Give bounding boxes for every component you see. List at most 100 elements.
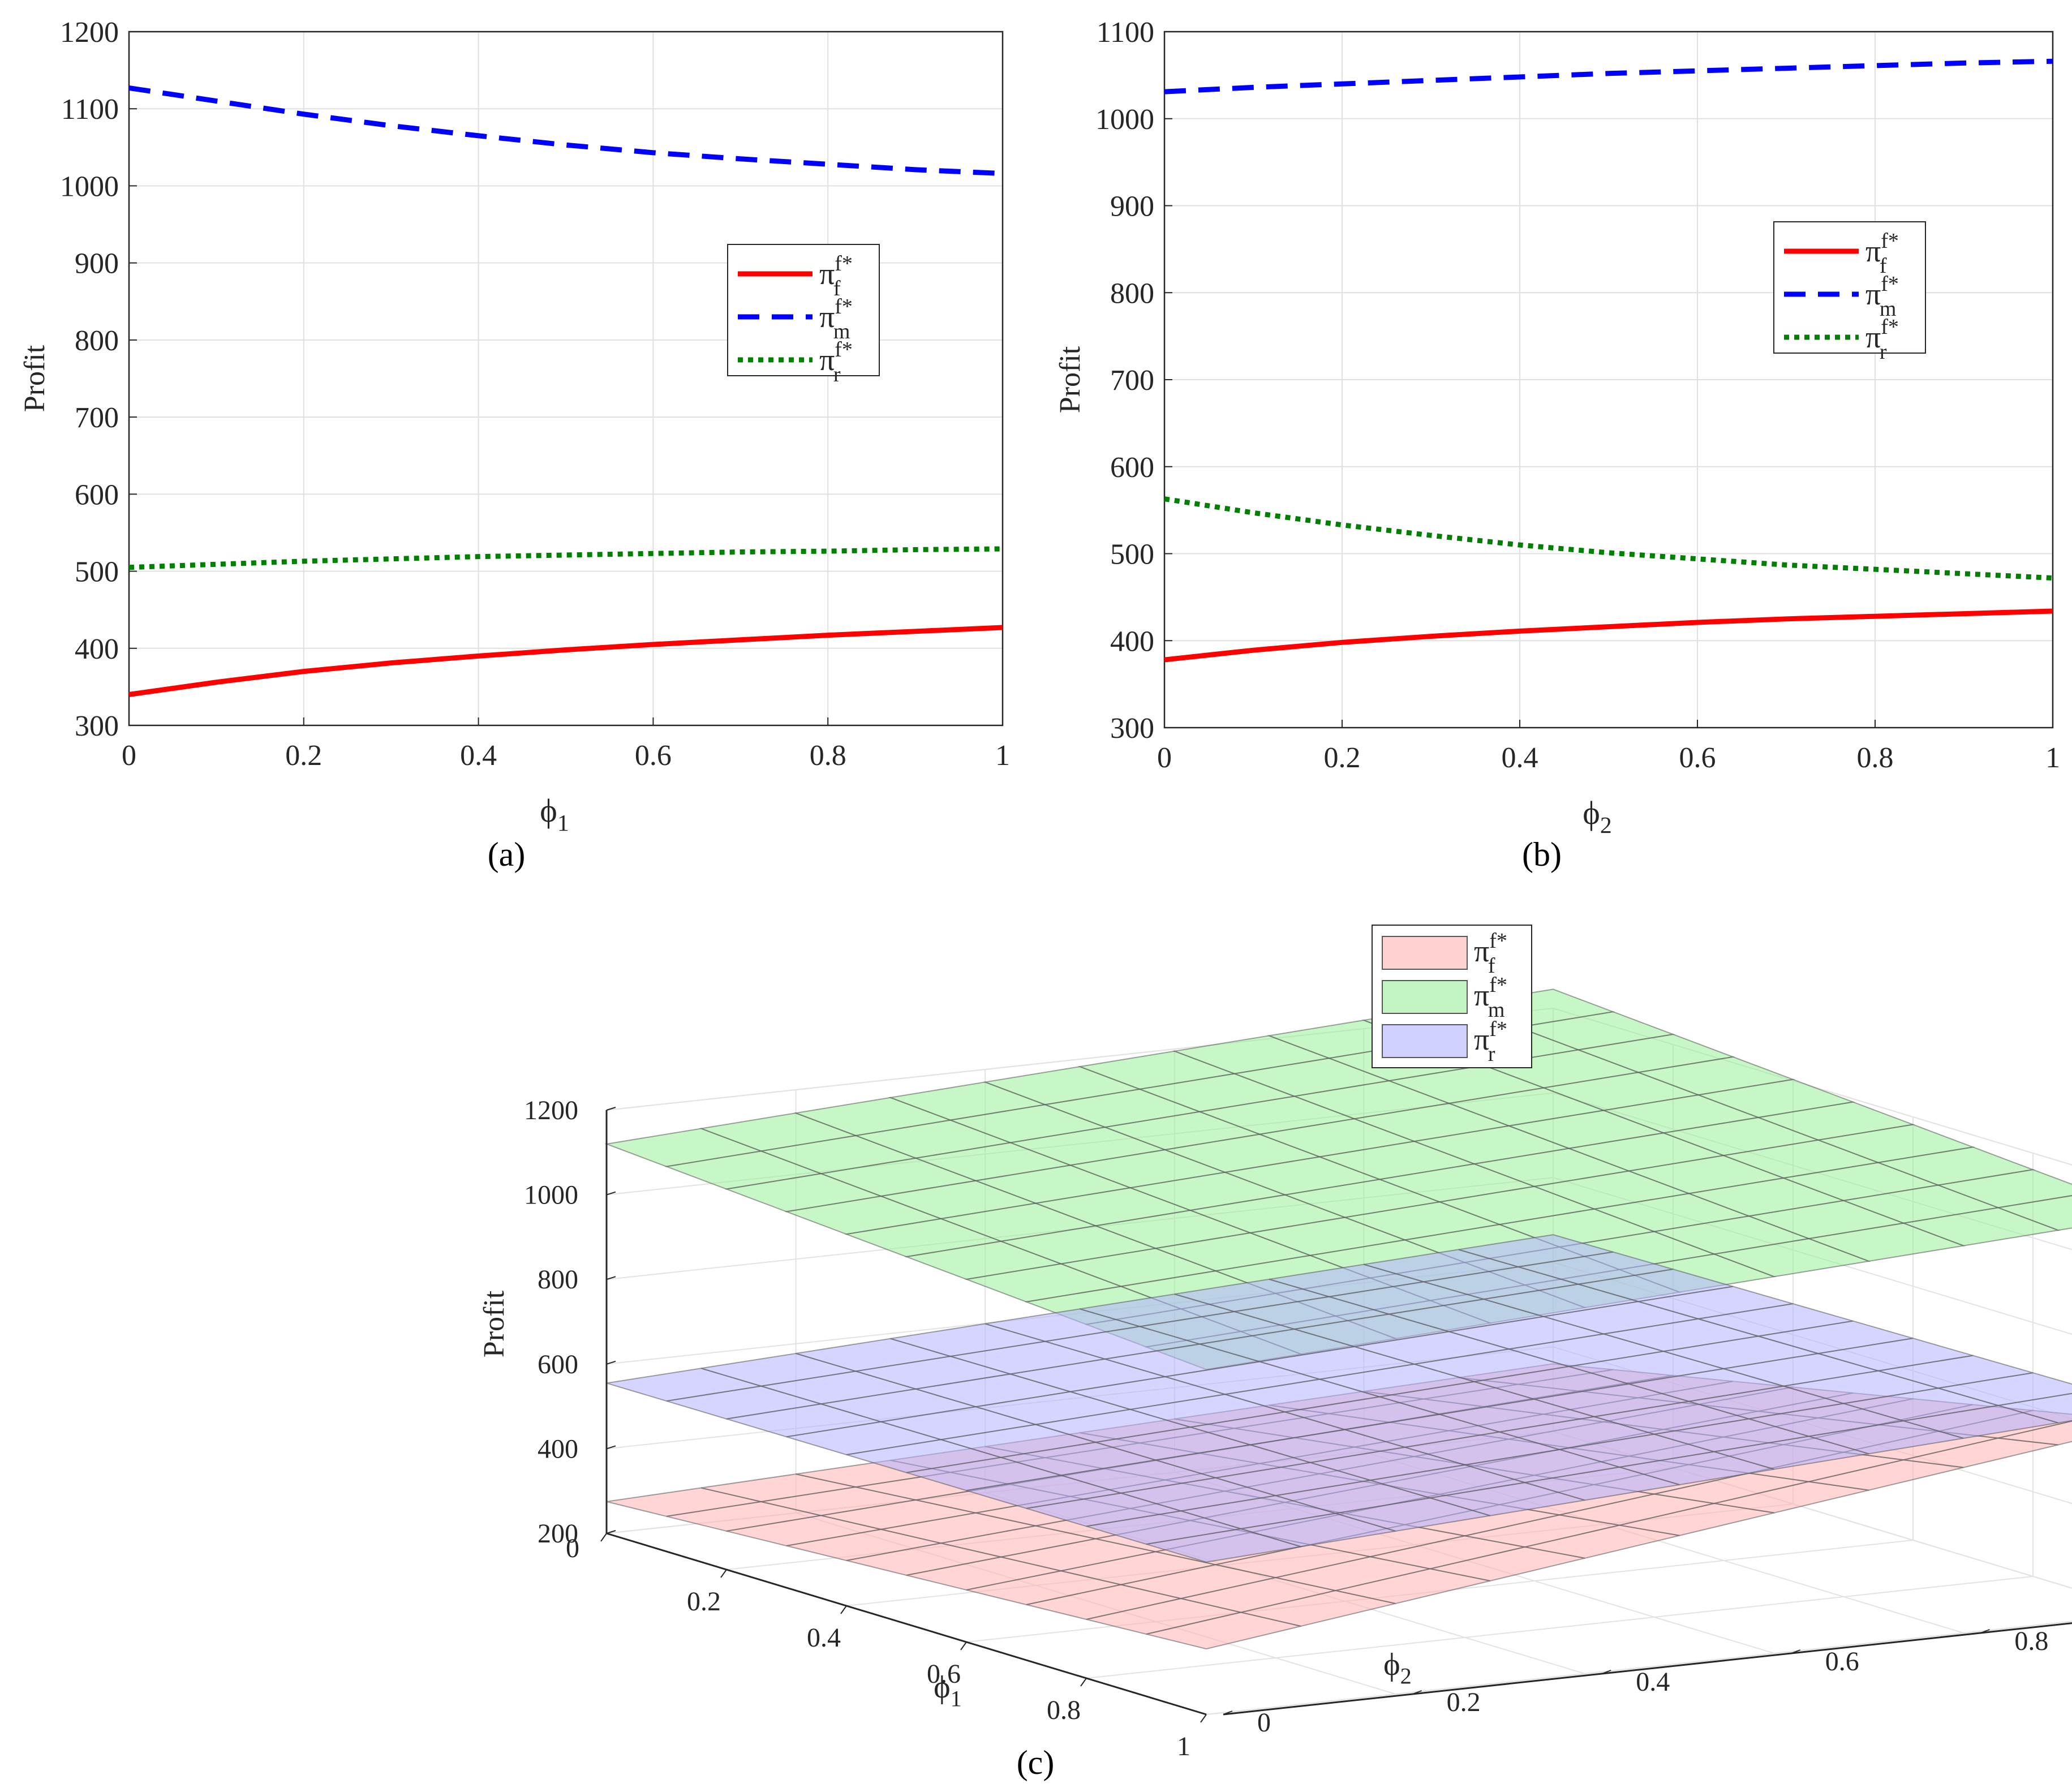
legend-label-f: πf* f (819, 252, 853, 300)
y-tick-label-0: 0 (1257, 1708, 1271, 1738)
z-tick (606, 1530, 616, 1534)
axes-box (128, 31, 1004, 727)
surface-patch-r (1938, 1372, 2072, 1406)
y-tick (1412, 1690, 1422, 1695)
panel-a-line-chart: 0 0.2 0.4 0.6 0.8 1 300 400 500 600 700 800 900 1000 1… (19, 16, 1010, 836)
y-tick (1980, 1629, 1990, 1634)
z-tick-label-800: 800 (538, 1265, 578, 1295)
z-tick-label-1000: 1000 (524, 1180, 578, 1210)
x-axis-label: ϕ1 (934, 1670, 962, 1712)
x-tick (1080, 1678, 1087, 1687)
z-tick (606, 1276, 616, 1280)
x-tick-label-0-4: 0.4 (807, 1623, 841, 1653)
legend-label-f: πf* f (1474, 929, 1507, 978)
y-tick-label-800: 800 (1110, 277, 1154, 310)
y-tick (1223, 1710, 1233, 1715)
y-tick (1791, 1649, 1801, 1654)
x-tick-label-0: 0 (1157, 742, 1172, 774)
x-tick-label-0-6: 0.6 (635, 740, 672, 772)
legend-label-f: πf* f (1865, 229, 1899, 278)
y-tick-label-0-2: 0.2 (1447, 1687, 1481, 1717)
x-tick-label-1: 1 (2045, 742, 2060, 774)
y-tick-label-700: 700 (1110, 364, 1154, 397)
z-tick-label-600: 600 (538, 1349, 578, 1379)
surface-patch-m (1936, 1169, 2072, 1209)
y-tick-label-1200: 1200 (60, 16, 119, 49)
legend-box (1773, 221, 1926, 354)
z-tick (606, 1360, 616, 1365)
y-tick-label-0-4: 0.4 (1636, 1667, 1670, 1697)
z-tick (606, 1191, 616, 1196)
y-tick-label-600: 600 (1110, 452, 1154, 484)
x-tick (840, 1605, 847, 1614)
z-tick (606, 1445, 616, 1450)
y-tick-label-900: 900 (75, 248, 119, 280)
y-tick-label-1000: 1000 (60, 170, 119, 203)
y-tick-label-500: 500 (1110, 539, 1154, 571)
legend-swatch-f (1382, 936, 1468, 970)
y-axis-label: Profit (19, 345, 51, 412)
series-line-r (1164, 496, 2053, 581)
x-tick-label-0-6: 0.6 (1679, 742, 1716, 774)
legend-box (727, 244, 880, 376)
surface-patch-f (1998, 1420, 2072, 1446)
legend-label-m: πf* m (1474, 973, 1507, 1022)
y-tick-label-400: 400 (75, 633, 119, 665)
panel-c-surface-chart: 0 0.2 0.4 0.6 0.8 1 0 0.2 0.4 0.6 0.8 1200 400 600 800… (478, 925, 2072, 1761)
x-axis-line (606, 1532, 1207, 1716)
z-axis-label: Profit (478, 1290, 510, 1357)
y-tick-label-700: 700 (75, 402, 119, 434)
x-tick (960, 1641, 967, 1651)
y-axis-line (1223, 1622, 2072, 1716)
y-tick-label-0-8: 0.8 (2014, 1626, 2048, 1656)
z-tick-label-1200: 1200 (524, 1095, 578, 1125)
x-tick-label-0-2: 0.2 (687, 1587, 721, 1617)
y-tick-label-1100: 1100 (61, 93, 119, 126)
x-axis-label: ϕ1 (540, 792, 569, 836)
y-tick-label-400: 400 (1110, 625, 1154, 657)
y-tick-label-300: 300 (1110, 712, 1154, 745)
series-line-r (128, 546, 1003, 570)
legend-label-r: πf* r (1474, 1017, 1507, 1066)
y-tick-label-600: 600 (75, 479, 119, 511)
x-tick-label-1: 1 (995, 740, 1010, 772)
x-axis-label: ϕ2 (1583, 794, 1611, 839)
legend-label-r: πf* r (819, 338, 853, 386)
y-tick-label-500: 500 (75, 556, 119, 588)
legend-label-r: πf* r (1865, 315, 1899, 364)
x-tick-label-0-4: 0.4 (460, 740, 497, 772)
y-tick-label-0-6: 0.6 (1825, 1647, 1859, 1677)
x-tick (720, 1569, 727, 1578)
x-tick-label-1: 1 (1177, 1731, 1190, 1761)
x-tick-label-0: 0 (566, 1533, 579, 1563)
x-tick-label-0-2: 0.2 (1324, 742, 1361, 774)
panel-a-label: (a) (488, 836, 526, 873)
axes-box (1163, 31, 2054, 729)
panel-c-label: (c) (1017, 1744, 1055, 1781)
panel-b-label: (b) (1522, 836, 1562, 873)
y-tick-label-1100: 1100 (1097, 16, 1154, 49)
x-tick-label-0: 0 (122, 740, 136, 772)
surface-patch-m (1996, 1195, 2072, 1231)
legend-label-m: πf* m (819, 295, 853, 343)
surface-patch-r (1998, 1392, 2072, 1424)
x-gridline (1206, 1621, 2072, 1715)
y-axis-label: ϕ2 (1383, 1647, 1412, 1689)
y-tick-label-300: 300 (75, 710, 119, 742)
legend-label-m: πf* m (1865, 272, 1899, 321)
y-tick-label-1000: 1000 (1095, 104, 1154, 136)
z-tick-label-400: 400 (538, 1434, 578, 1464)
z-tick-label-200: 200 (538, 1519, 578, 1549)
x-tick (1200, 1714, 1207, 1723)
legend-swatch-r (1382, 1024, 1468, 1058)
x-tick (600, 1533, 607, 1542)
plot-area (129, 32, 1003, 725)
x-tick-label-0-6: 0.6 (927, 1659, 961, 1689)
x-tick-label-0-2: 0.2 (285, 740, 322, 772)
y-tick-label-800: 800 (75, 325, 119, 357)
y-axis-label: Profit (1054, 346, 1086, 413)
x-tick-label-0-8: 0.8 (810, 740, 846, 772)
x-tick-label-0-4: 0.4 (1502, 742, 1538, 774)
legend-swatch-m (1382, 980, 1468, 1014)
